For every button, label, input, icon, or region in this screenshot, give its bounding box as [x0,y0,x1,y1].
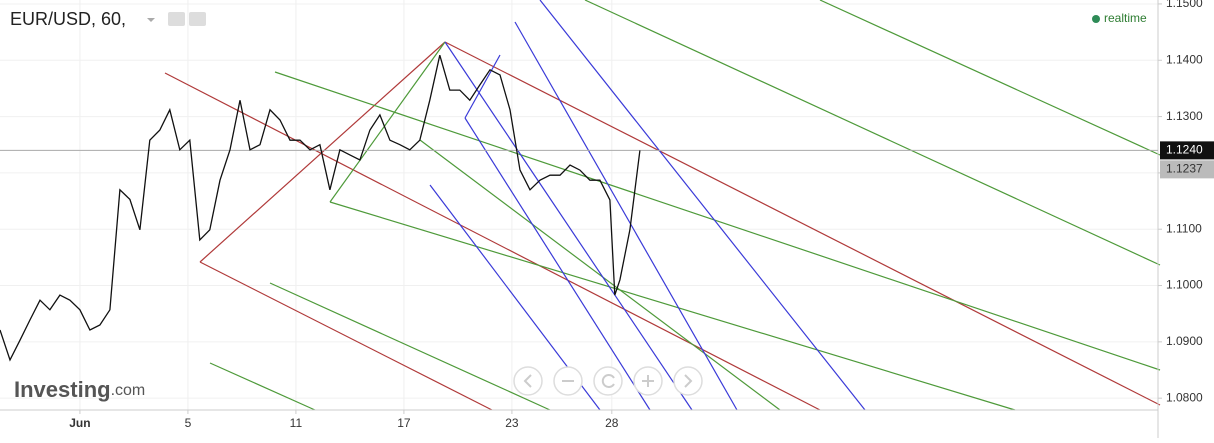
x-tick-label: Jun [69,416,90,430]
logo: Investing.com [14,377,145,402]
icon [523,374,532,388]
y-tick-label: 1.1400 [1166,52,1203,66]
bid-price-label: 1.1237 [1166,162,1203,176]
y-tick-label: 1.1000 [1166,278,1203,292]
y-tick-label: 1.0800 [1166,390,1203,404]
reset-button[interactable] [593,366,623,396]
last-price-label: 1.1240 [1166,143,1203,157]
x-tick-label: 23 [505,416,519,430]
settings-button[interactable] [189,12,206,26]
x-tick-label: 28 [605,416,619,430]
logo-main: Investing [14,377,111,402]
y-tick-label: 1.1500 [1166,0,1203,10]
realtime-dot [1092,15,1100,23]
grid [0,0,1158,410]
chart-navigation [513,366,703,396]
y-tick-label: 1.0900 [1166,334,1203,348]
x-tick-label: 5 [185,416,192,430]
x-tick-label: 17 [397,416,411,430]
chart-title: EUR/USD, 60, [10,9,126,29]
icon [684,374,693,388]
bid-price-box [1160,160,1214,179]
price-line [0,55,641,362]
title-dropdown[interactable] [147,18,155,22]
visibility-button[interactable] [168,12,185,26]
logo-suffix: .com [111,382,146,399]
realtime-label: realtime [1104,11,1147,25]
y-tick-label: 1.1300 [1166,109,1203,123]
icon [601,374,615,388]
pitchfork-drawings [164,0,1161,411]
scroll-left-button[interactable] [513,366,543,396]
scroll-right-button[interactable] [673,366,703,396]
icon [642,375,654,387]
last-price-box [1160,141,1214,160]
x-tick-label: 11 [290,416,303,430]
y-tick-label: 1.1100 [1166,221,1202,235]
